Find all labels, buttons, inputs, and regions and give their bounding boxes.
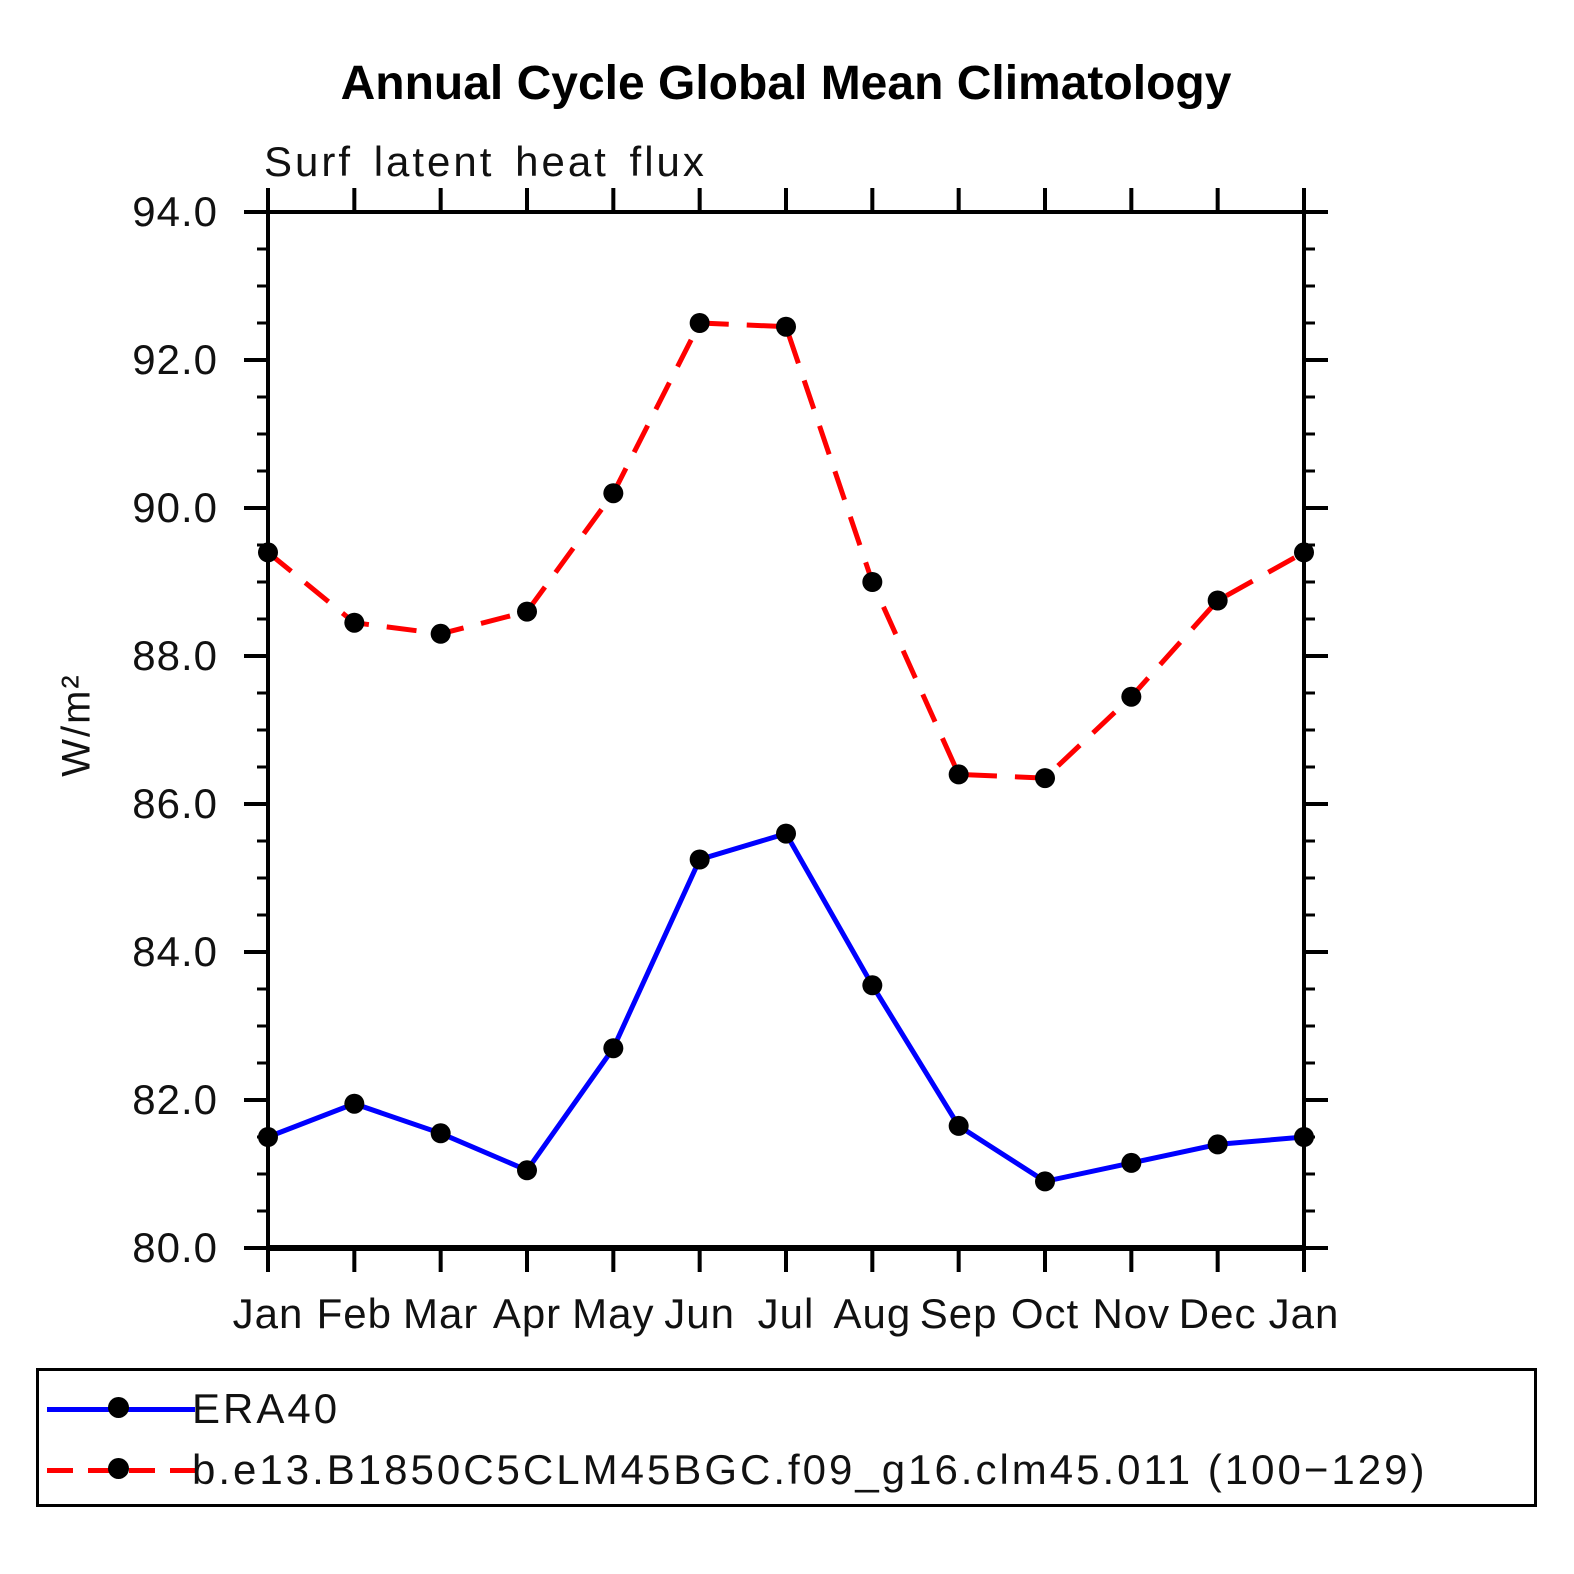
data-point-marker <box>862 572 883 592</box>
data-point-marker <box>517 601 537 622</box>
x-tick-label: Nov <box>1092 1290 1171 1337</box>
x-tick-label: May <box>572 1290 655 1337</box>
legend-label-era40: ERA40 <box>192 1385 341 1432</box>
data-point-marker <box>1035 1171 1055 1192</box>
data-point-marker <box>948 1115 969 1136</box>
legend-label-model: b.e13.B1850C5CLM45BGC.f09_g16.clm45.011 … <box>192 1446 1428 1493</box>
data-point-marker <box>862 975 883 996</box>
y-tick-label: 80.0 <box>132 1224 218 1271</box>
data-point-marker <box>603 1038 624 1059</box>
data-point-marker <box>1121 686 1142 707</box>
y-tick-label: 88.0 <box>132 632 218 679</box>
data-point-marker <box>1121 1152 1142 1173</box>
data-point-marker <box>1035 768 1055 789</box>
data-point-marker <box>1294 542 1314 563</box>
x-tick-label: Mar <box>402 1290 479 1337</box>
y-tick-label: 92.0 <box>132 336 218 383</box>
x-tick-label: Feb <box>316 1290 393 1337</box>
legend-marker-era40-icon <box>108 1397 129 1418</box>
data-point-marker <box>603 483 624 504</box>
x-tick-label: Jan <box>232 1290 304 1337</box>
x-tick-label: Sep <box>919 1290 998 1337</box>
series-line-model <box>266 320 1306 781</box>
y-tick-label: 90.0 <box>132 484 218 531</box>
data-point-marker <box>689 313 710 333</box>
x-tick-label: Jun <box>664 1290 736 1337</box>
x-tick-label: Jul <box>757 1290 815 1337</box>
data-point-marker <box>517 1160 537 1181</box>
axis-frame <box>266 210 1306 1250</box>
y-tick-label: 86.0 <box>132 780 218 827</box>
x-tick-label: Apr <box>492 1290 562 1337</box>
chart-title: Annual Cycle Global Mean Climatology <box>340 57 1232 110</box>
data-point-marker <box>1207 1134 1228 1155</box>
data-point-marker <box>258 1127 278 1147</box>
data-point-marker <box>430 1123 451 1144</box>
data-point-marker <box>344 612 365 633</box>
data-point-marker <box>1294 1127 1314 1147</box>
chart-subtitle: Surf latent heat flux <box>264 138 707 185</box>
legend: ERA40 b.e13.B1850C5CLM45BGC.f09_g16.clm4… <box>36 1368 1537 1507</box>
data-point-marker <box>1207 590 1228 611</box>
data-point-marker <box>776 823 796 844</box>
y-tick-label: 82.0 <box>132 1076 218 1123</box>
data-point-marker <box>430 623 451 644</box>
x-tick-label: Aug <box>833 1290 912 1337</box>
x-tick-label: Jan <box>1268 1290 1340 1337</box>
legend-marker-model-icon <box>108 1458 129 1479</box>
y-tick-label: 94.0 <box>132 188 218 235</box>
x-tick-label: Oct <box>1010 1290 1080 1337</box>
data-point-marker <box>948 764 969 785</box>
data-point-marker <box>258 542 278 563</box>
data-point-marker <box>344 1093 365 1114</box>
data-point-marker <box>689 849 710 870</box>
x-tick-label: Dec <box>1178 1290 1257 1337</box>
series-line-era40 <box>267 830 1305 1185</box>
y-tick-label: 84.0 <box>132 928 218 975</box>
data-point-marker <box>776 316 796 337</box>
